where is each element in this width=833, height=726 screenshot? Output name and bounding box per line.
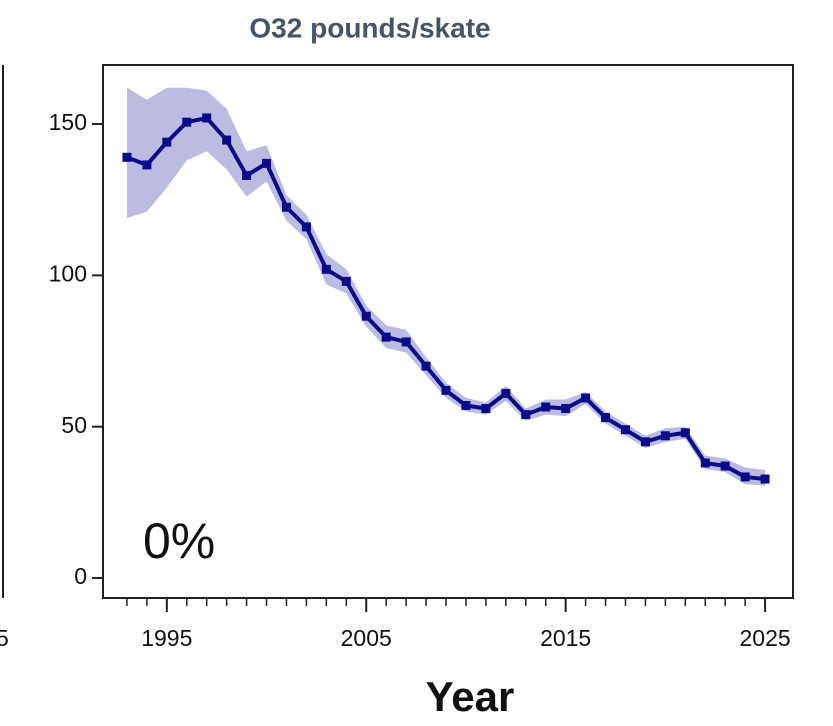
data-point bbox=[660, 431, 670, 441]
data-point bbox=[601, 413, 611, 423]
x-axis-label: Year bbox=[426, 673, 515, 720]
data-point bbox=[461, 401, 471, 411]
data-point bbox=[620, 425, 630, 435]
data-point bbox=[700, 458, 710, 468]
series-line bbox=[126, 115, 766, 482]
data-point bbox=[481, 404, 491, 414]
data-point bbox=[421, 361, 431, 371]
data-point bbox=[541, 402, 551, 412]
data-point bbox=[361, 311, 371, 321]
data-point bbox=[401, 337, 411, 347]
data-point bbox=[441, 385, 451, 395]
data-point bbox=[720, 461, 730, 471]
data-point bbox=[640, 437, 650, 447]
x-tick-label: 1995 bbox=[141, 625, 192, 651]
y-tick-label: 0 bbox=[74, 563, 87, 589]
data-point bbox=[501, 388, 511, 398]
data-point bbox=[301, 222, 311, 232]
y-tick-label: 150 bbox=[49, 109, 87, 135]
data-point bbox=[281, 202, 291, 212]
data-point bbox=[202, 113, 212, 123]
x-tick-label: 2025 bbox=[739, 625, 790, 651]
data-point bbox=[760, 474, 770, 484]
data-point bbox=[182, 117, 192, 127]
data-point bbox=[341, 276, 351, 286]
y-tick-label: 50 bbox=[61, 412, 87, 438]
plot-frame bbox=[102, 64, 794, 599]
data-point bbox=[122, 152, 132, 162]
partial-tick-label: 5 bbox=[0, 625, 9, 651]
data-point bbox=[740, 472, 750, 482]
x-tick-label: 2015 bbox=[540, 625, 591, 651]
data-point bbox=[680, 428, 690, 438]
y-tick-label: 100 bbox=[49, 260, 87, 286]
data-point bbox=[581, 393, 591, 403]
x-tick-label: 2005 bbox=[341, 625, 392, 651]
confidence-band bbox=[126, 87, 766, 486]
annotation: 0% bbox=[143, 513, 215, 569]
data-point bbox=[142, 160, 152, 170]
data-point bbox=[321, 264, 331, 274]
data-point bbox=[561, 404, 571, 414]
chart-title: O32 pounds/skate bbox=[249, 12, 490, 43]
data-point bbox=[381, 332, 391, 342]
data-point bbox=[521, 410, 531, 420]
data-point bbox=[242, 170, 252, 180]
data-point bbox=[222, 135, 232, 145]
data-point bbox=[262, 158, 272, 168]
data-point bbox=[162, 137, 172, 147]
